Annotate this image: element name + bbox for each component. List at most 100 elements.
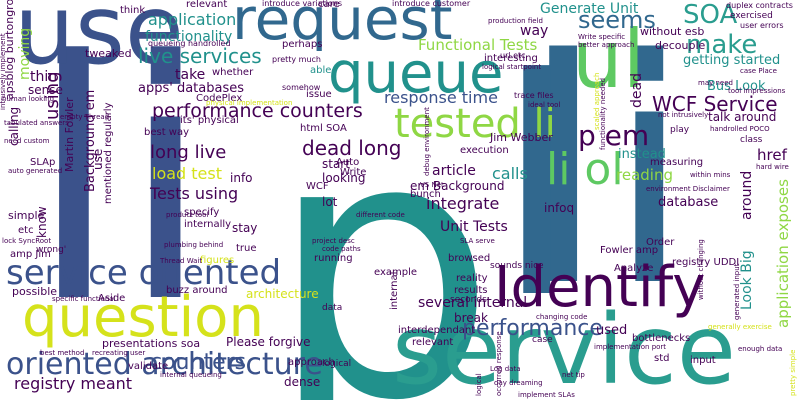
word-wcf-service: WCF Service: [652, 92, 778, 116]
word-better-approach: better approach: [578, 41, 635, 49]
word-internal-queueing: internal queueing: [160, 371, 222, 379]
word-functionality-needed: functionality needed: [599, 77, 607, 150]
word-slap: SLAp: [30, 157, 56, 168]
word-database: database: [658, 195, 719, 210]
word-logical-startpoint: logical startpoint: [482, 63, 542, 71]
word-see: use: [91, 148, 105, 170]
word-enough-data: enough data: [738, 345, 783, 353]
word-used: used: [596, 323, 628, 338]
word-reality: reality: [456, 273, 488, 284]
word-code-paths: code paths: [322, 245, 361, 253]
word-environment-disclaimer: environment Disclaimer: [646, 185, 730, 193]
word-able: able: [310, 65, 332, 76]
word-implement-slas: implement SLAs: [518, 391, 575, 399]
word-data: data: [322, 303, 343, 313]
word-functional-tests: Functional Tests: [418, 36, 538, 54]
word-specify: specify: [184, 207, 220, 218]
word-may-need: may need: [698, 79, 733, 87]
word-validate: validate: [128, 361, 169, 372]
word-functionality: functionality: [145, 29, 233, 45]
word-queue: queue: [328, 41, 504, 106]
word-start: start: [322, 157, 350, 171]
word-different-code: different code: [356, 211, 405, 219]
word-url-etc: url etc: [500, 51, 526, 60]
word-write: Write: [340, 167, 367, 178]
word-best-way: best way: [144, 127, 190, 138]
word-service-oriented: service oriented: [6, 253, 282, 293]
word-handrolled-poco: handrolled POCO: [710, 125, 770, 133]
word-fowler-amp: Fowler amp: [600, 245, 659, 256]
word-production-field: production field: [488, 17, 543, 25]
word-identify: Identify: [494, 255, 706, 320]
word-bus-look: Bus Look: [707, 79, 766, 94]
word-href: href: [757, 146, 787, 164]
word-around: around: [739, 170, 755, 220]
word-example: example: [374, 267, 418, 278]
word-without-esb: without esb: [640, 25, 705, 38]
word-physical-implementation: physical implementation: [206, 99, 293, 107]
word-generate-unit: Generate Unit: [540, 1, 639, 17]
word-user-errors: user errors: [740, 21, 784, 30]
word-calls: calls: [492, 164, 528, 183]
word-without-changing: without changing: [697, 239, 705, 300]
word-execution: execution: [460, 145, 509, 156]
word-auto-generated: auto generated: [8, 167, 63, 175]
word-pretty-simple: pretty simple: [789, 349, 797, 396]
word-performance: performance: [462, 316, 603, 341]
word-sla-serve: SLA serve: [460, 237, 495, 245]
word-generally-exercise: generally exercise: [708, 323, 772, 331]
word-recreating-user: recreating user: [92, 349, 146, 357]
word-etc: etc: [18, 225, 34, 236]
word-thin: thin: [30, 69, 58, 85]
word-its-physical: its' physical: [180, 115, 239, 126]
word-ideal-tool: ideal tool: [528, 101, 561, 109]
word-case-place: case Place: [740, 67, 777, 75]
word-human-looking: human looking: [2, 95, 55, 103]
word-vs-net: VS Net: [420, 181, 444, 189]
word-analyze: Analyze: [614, 263, 654, 274]
word-scaled-approach: scaled approach: [593, 72, 601, 130]
word-whether: whether: [212, 67, 254, 78]
word-simple: simple: [8, 209, 45, 222]
word-service: service: [392, 294, 736, 400]
word-please-forgive: Please forgive: [226, 335, 311, 349]
word-project-desc: project desc: [312, 237, 355, 245]
word-p-giant: p: [268, 60, 497, 400]
word-care: care: [318, 0, 340, 10]
word-trace-files: trace files: [514, 91, 554, 100]
word-introduce-variations: introduce variations: [262, 0, 342, 8]
word-tool-impressions: tool impressions: [728, 87, 786, 95]
word-background-em: Background em: [83, 89, 98, 192]
word-thread-wait: Thread Wait: [160, 257, 203, 265]
word-think: think: [120, 5, 146, 16]
word-application-exposes: application exposes: [774, 179, 792, 328]
word-registry-uddi: registry UDDI: [672, 257, 740, 268]
word-tabulated-answers: tabulated answers: [4, 119, 69, 127]
word-net-tip: net tip: [562, 371, 585, 379]
word-intrusively-implement: intrusively implement: [0, 33, 7, 110]
word-plumbing-behind: plumbing behind: [164, 241, 224, 249]
word-dead: dead: [629, 73, 645, 108]
word-performance-counters: performance counters: [152, 100, 363, 122]
word-martin-fowler: Martin Fowler: [63, 97, 76, 172]
word-apps-databases: apps' databases: [138, 81, 244, 96]
word-sounds-nice: sounds nice: [490, 261, 544, 271]
word-oriented-architecture: oriented architecture: [6, 347, 323, 382]
word-play: play: [670, 125, 690, 135]
word-perhaps: perhaps: [282, 39, 323, 50]
word-generated-input: generated input: [733, 263, 741, 320]
word-several-internal: several internal: [418, 295, 528, 311]
word-integrate: integrate: [426, 194, 500, 213]
word-measuring: measuring: [650, 157, 704, 168]
word-bunch: bunch: [410, 189, 441, 200]
word-implementation-port: implementation port: [594, 343, 667, 351]
word-ul: ul: [572, 13, 645, 106]
word-application: application: [148, 10, 237, 29]
word-best-method: best method: [40, 349, 85, 357]
word-know: know: [35, 206, 49, 238]
word-not-intrusively: not intrusively: [658, 111, 709, 119]
word-changing-code: changing code: [536, 313, 588, 321]
word-html-soa: html SOA: [300, 123, 347, 134]
word-way: way: [520, 23, 549, 39]
